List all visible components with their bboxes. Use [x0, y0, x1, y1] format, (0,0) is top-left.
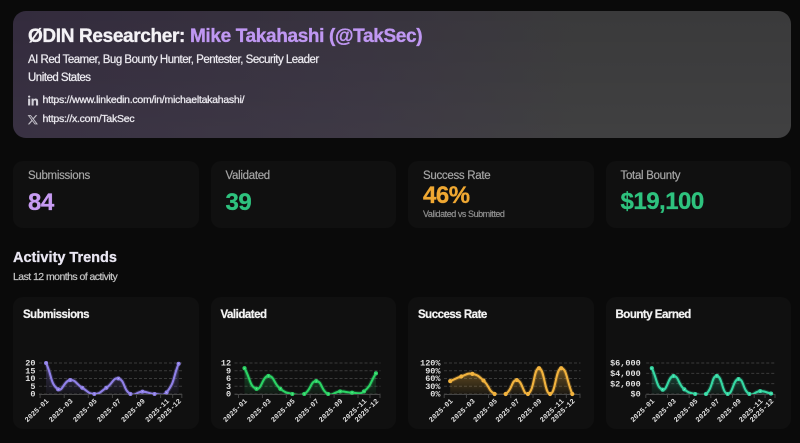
- svg-text:120%: 120%: [420, 359, 441, 369]
- svg-text:2025-09: 2025-09: [120, 398, 147, 425]
- svg-text:2025-07: 2025-07: [96, 398, 123, 425]
- svg-text:10: 10: [25, 374, 35, 384]
- svg-text:2025-03: 2025-03: [246, 398, 273, 425]
- svg-text:$4,000: $4,000: [610, 369, 641, 379]
- svg-text:3: 3: [225, 382, 230, 392]
- svg-text:2025-03: 2025-03: [48, 398, 75, 425]
- svg-text:$6,000: $6,000: [610, 359, 641, 369]
- svg-text:2025-05: 2025-05: [72, 398, 99, 425]
- svg-text:$0: $0: [630, 390, 640, 400]
- svg-text:2025-05: 2025-05: [270, 398, 297, 425]
- svg-text:$2,000: $2,000: [610, 379, 641, 389]
- svg-text:5: 5: [30, 382, 35, 392]
- svg-text:2025-07: 2025-07: [294, 398, 321, 425]
- svg-text:30%: 30%: [425, 382, 441, 392]
- svg-text:2025-01: 2025-01: [222, 397, 250, 424]
- svg-text:90%: 90%: [425, 366, 441, 376]
- svg-text:6: 6: [225, 374, 230, 384]
- svg-text:12: 12: [220, 359, 230, 369]
- svg-text:0: 0: [30, 390, 35, 400]
- svg-text:20: 20: [25, 359, 35, 369]
- svg-text:60%: 60%: [425, 374, 441, 384]
- svg-text:15: 15: [25, 366, 35, 376]
- svg-text:2025-01: 2025-01: [24, 397, 52, 424]
- svg-text:9: 9: [225, 366, 230, 376]
- svg-text:0%: 0%: [430, 390, 441, 400]
- svg-text:0: 0: [225, 390, 230, 400]
- svg-text:2025-09: 2025-09: [317, 398, 344, 425]
